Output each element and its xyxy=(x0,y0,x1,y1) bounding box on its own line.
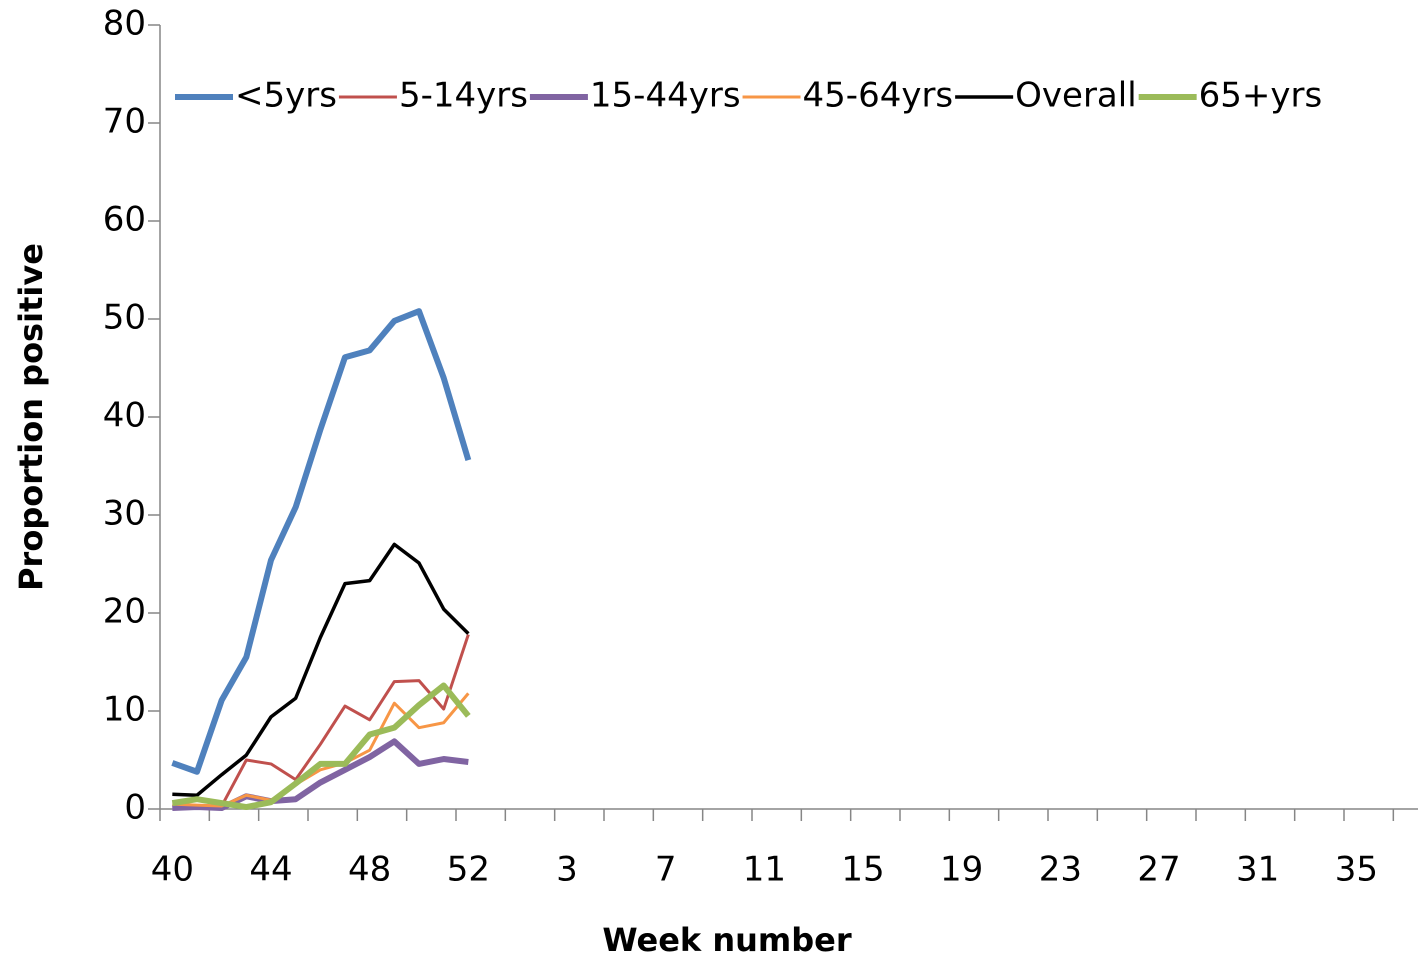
x-tick-label: 31 xyxy=(1236,850,1279,890)
x-tick-label: 48 xyxy=(348,850,391,890)
legend-label: 65+yrs xyxy=(1199,76,1323,116)
legend-label: Overall xyxy=(1015,76,1137,116)
data-line xyxy=(172,738,469,812)
y-tick-label: 50 xyxy=(103,298,146,338)
y-tick-label: 70 xyxy=(103,102,146,142)
x-tick-label: 23 xyxy=(1039,850,1082,890)
y-tick-label: 0 xyxy=(124,788,146,828)
legend-label: <5yrs xyxy=(235,76,337,116)
y-tick-label: 20 xyxy=(103,592,146,632)
y-tick-label: 40 xyxy=(103,396,146,436)
x-tick-label: 15 xyxy=(841,850,884,890)
x-tick-label: 40 xyxy=(151,850,194,890)
legend-label: 5-14yrs xyxy=(399,76,528,116)
data-line xyxy=(172,542,470,798)
x-tick-label: 11 xyxy=(743,850,786,890)
y-tick-label: 80 xyxy=(103,4,146,44)
y-tick-label: 60 xyxy=(103,200,146,240)
x-tick-label: 35 xyxy=(1335,850,1378,890)
x-tick-label: 27 xyxy=(1137,850,1180,890)
data-line xyxy=(171,308,472,775)
x-tick-label: 44 xyxy=(249,850,292,890)
x-tick-label: 52 xyxy=(447,850,490,890)
legend-label: 15-44yrs xyxy=(590,76,741,116)
y-tick-label: 10 xyxy=(103,690,146,730)
x-tick-label: 19 xyxy=(940,850,983,890)
x-axis-title: Week number xyxy=(602,921,852,959)
y-tick-label: 30 xyxy=(103,494,146,534)
x-tick-label: 3 xyxy=(556,850,578,890)
data-line xyxy=(171,682,471,811)
x-tick-label: 7 xyxy=(655,850,677,890)
y-axis-title: Proportion positive xyxy=(12,243,50,591)
legend-label: 45-64yrs xyxy=(803,76,954,116)
